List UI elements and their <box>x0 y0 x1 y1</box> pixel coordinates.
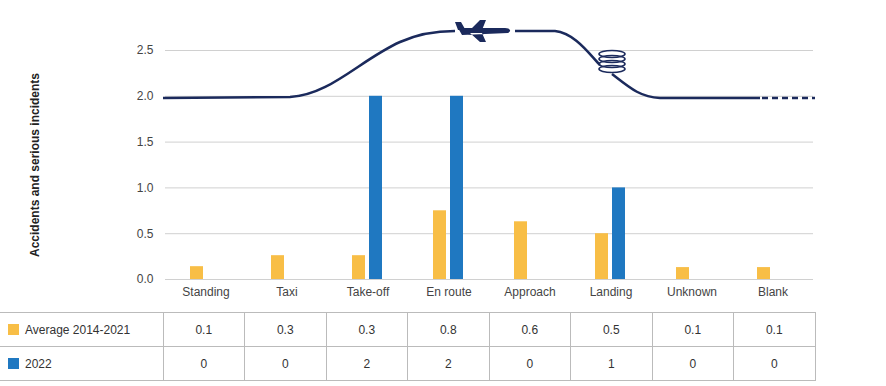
html-text:0: 0 <box>200 356 208 371</box>
html-text:1: 1 <box>607 356 615 371</box>
html-text:0.1: 0.1 <box>765 322 783 337</box>
svg-text:0.5: 0.5 <box>137 227 154 241</box>
html-text:Average 2014-2021: Average 2014-2021 <box>25 322 131 337</box>
svg-text:2.0: 2.0 <box>137 89 154 103</box>
html-text:0.8: 0.8 <box>439 322 457 337</box>
svg-text:Take-off: Take-off <box>347 285 390 299</box>
html-text:0.1: 0.1 <box>684 322 702 337</box>
svg-text:Landing: Landing <box>590 285 633 299</box>
html-text:0.3: 0.3 <box>276 322 294 337</box>
html-text:0: 0 <box>689 356 697 371</box>
svg-text:0.0: 0.0 <box>137 272 154 286</box>
svg-text:1.5: 1.5 <box>137 135 154 149</box>
html-text:2: 2 <box>363 356 371 371</box>
html-text:2: 2 <box>444 356 452 371</box>
svg-text:Taxi: Taxi <box>276 285 297 299</box>
html-text:0.5: 0.5 <box>602 322 620 337</box>
svg-text:Blank: Blank <box>758 285 789 299</box>
svg-text:Standing: Standing <box>182 285 229 299</box>
html-text:0: 0 <box>281 356 289 371</box>
html-text:0: 0 <box>770 356 778 371</box>
html-text:0: 0 <box>526 356 534 371</box>
html-text:2022: 2022 <box>25 356 52 371</box>
svg-text:2.5: 2.5 <box>137 43 154 57</box>
svg-text:Unknown: Unknown <box>667 285 717 299</box>
html-text:0.3: 0.3 <box>358 322 376 337</box>
svg-text:En route: En route <box>426 285 472 299</box>
svg-text:Approach: Approach <box>504 285 555 299</box>
svg-text:1.0: 1.0 <box>137 181 154 195</box>
html-text:0.1: 0.1 <box>195 322 213 337</box>
html-text:0.6: 0.6 <box>521 322 539 337</box>
svg-text:Accidents and serious incident: Accidents and serious incidents <box>28 73 42 257</box>
